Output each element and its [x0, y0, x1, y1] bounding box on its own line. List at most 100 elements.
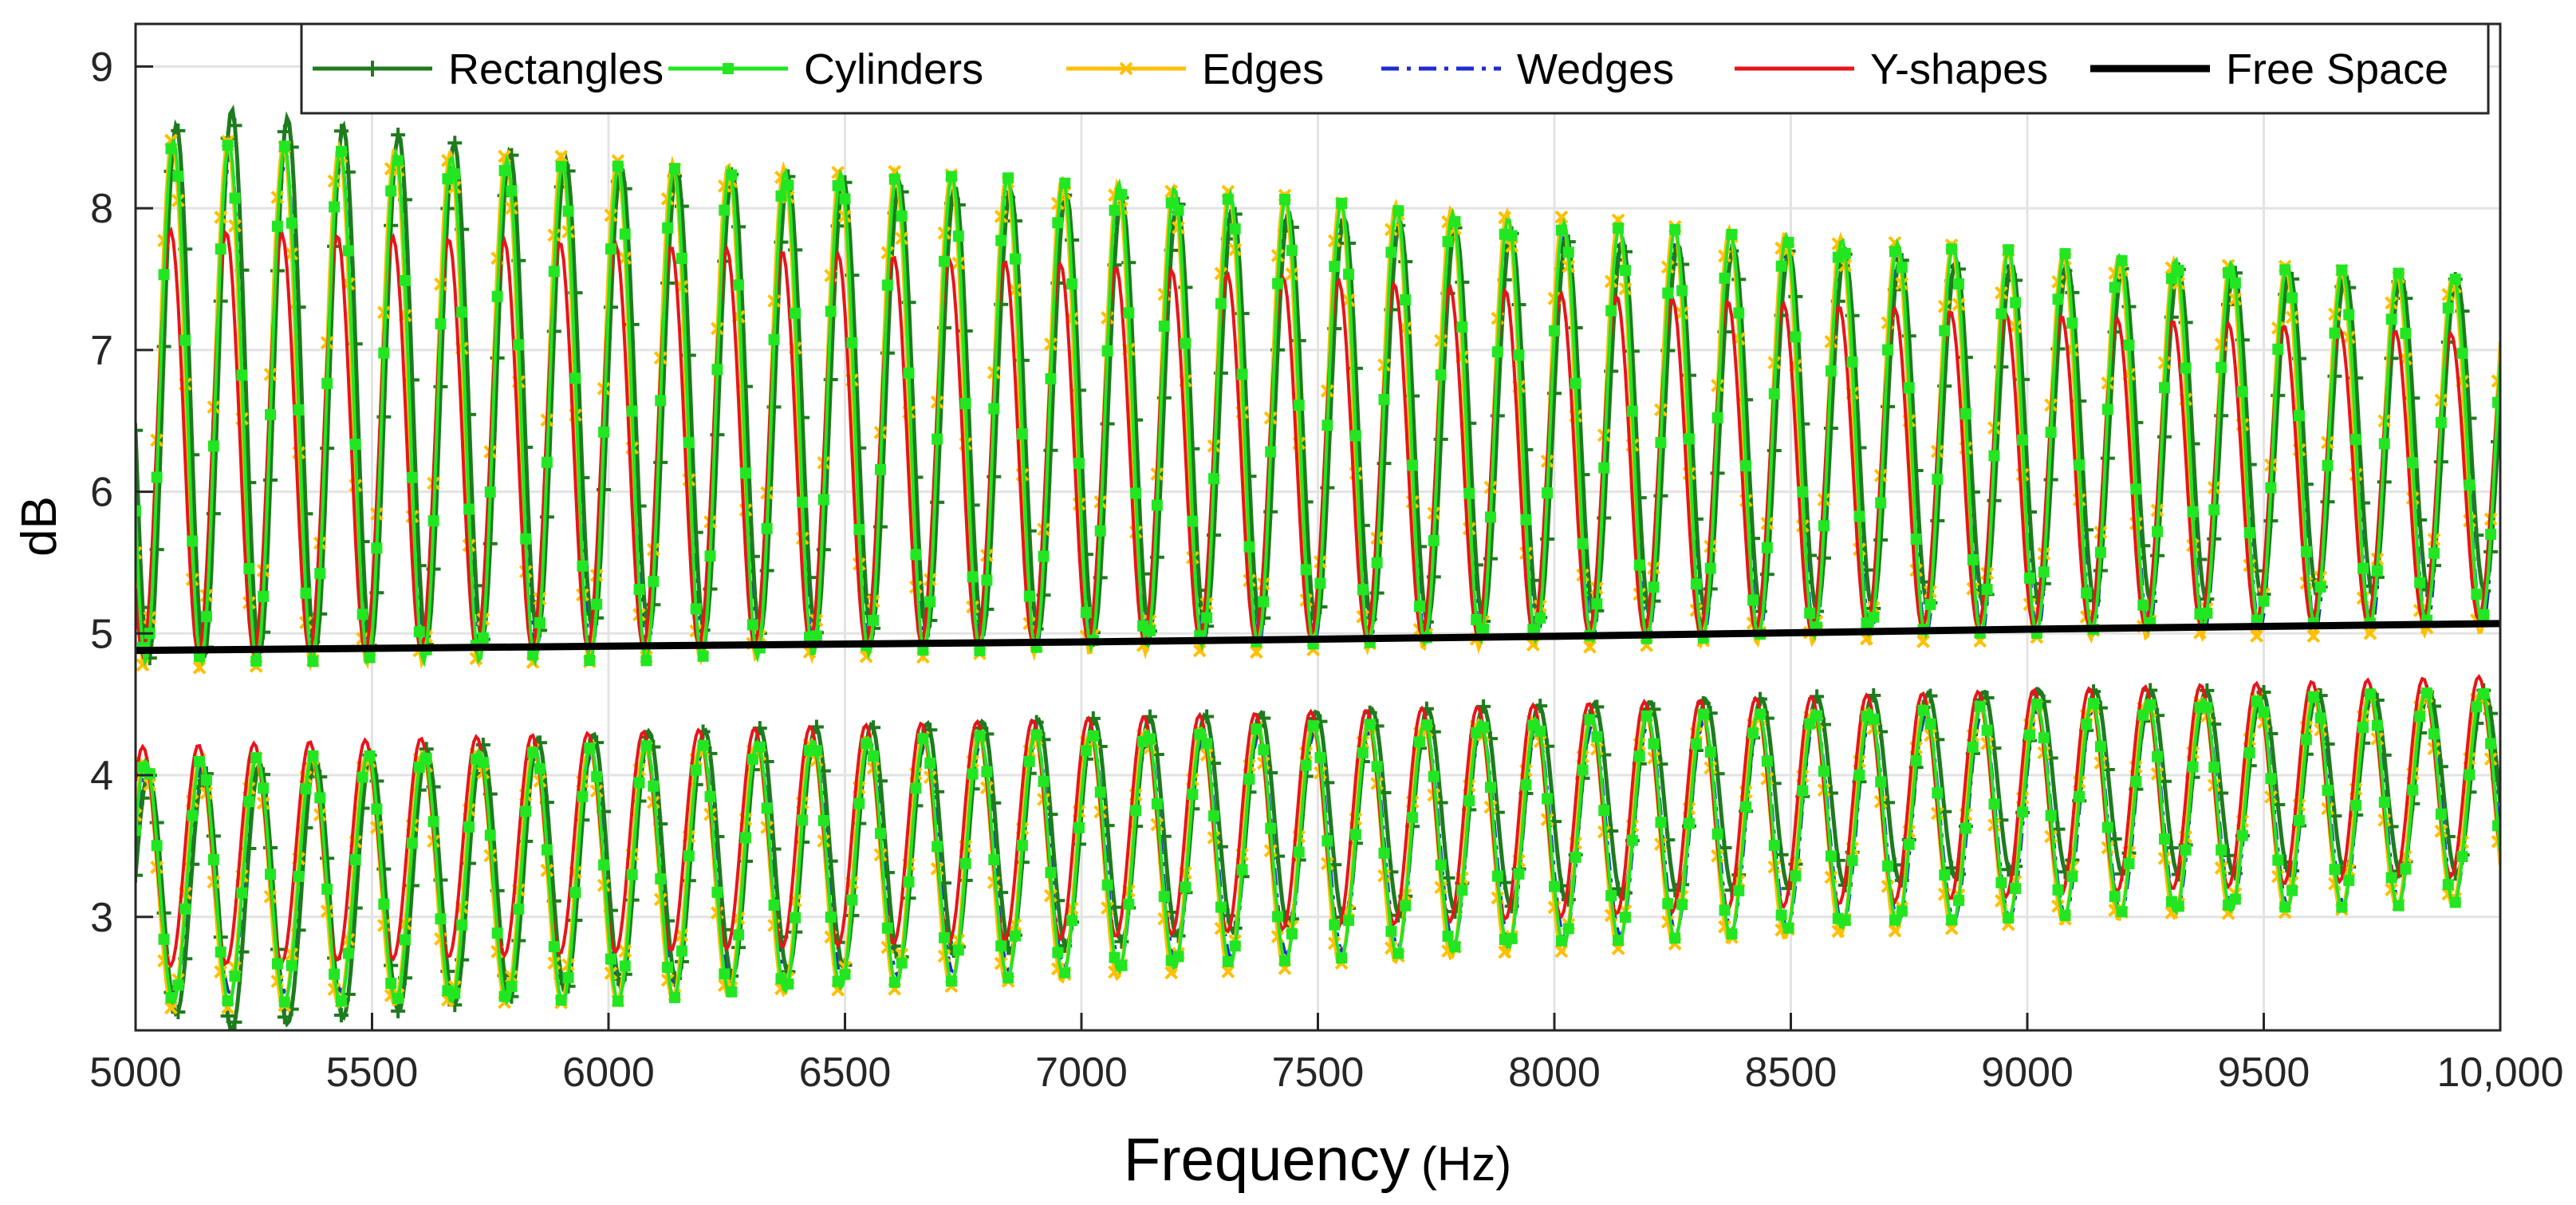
data-point-marker — [1916, 635, 1930, 648]
data-point-marker — [1747, 594, 1759, 606]
data-point-marker — [669, 163, 681, 175]
data-point-marker — [420, 752, 432, 764]
data-point-marker — [1172, 951, 1184, 963]
data-point-marker — [1471, 613, 1483, 625]
data-point-marker — [1243, 774, 1255, 786]
data-point-marker — [1258, 744, 1270, 756]
data-point-marker — [690, 764, 702, 776]
data-point-marker — [1349, 829, 1361, 841]
data-point-marker — [1825, 365, 1837, 377]
data-point-marker — [1194, 728, 1206, 740]
data-point-marker — [2010, 297, 2022, 309]
data-point-marker — [1740, 801, 1752, 813]
data-point-marker — [271, 220, 283, 232]
data-point-marker — [719, 204, 731, 216]
data-point-marker — [1591, 730, 1603, 742]
data-point-marker — [1868, 713, 1880, 725]
data-point-marker — [2456, 851, 2468, 863]
legend-entry-free-space: Free Space — [2090, 45, 2448, 93]
data-point-marker — [739, 467, 751, 479]
data-point-marker — [945, 975, 957, 987]
data-point-marker — [413, 626, 425, 638]
legend-label: Cylinders — [804, 45, 983, 93]
data-point-marker — [577, 790, 589, 802]
data-point-marker — [2081, 719, 2093, 730]
data-point-marker — [1974, 700, 1986, 712]
y-tick-label: 5 — [90, 611, 113, 657]
data-point-marker — [378, 898, 390, 910]
data-point-marker — [2221, 848, 2236, 863]
data-point-marker — [2045, 809, 2057, 821]
data-point-marker — [974, 730, 986, 742]
data-point-marker — [364, 652, 376, 664]
data-point-marker — [853, 524, 865, 536]
data-point-marker — [2385, 872, 2397, 884]
data-point-marker — [2265, 773, 2277, 785]
data-point-marker — [754, 741, 766, 753]
data-point-marker — [1761, 541, 1773, 553]
data-point-marker — [1648, 738, 1660, 750]
data-point-marker — [265, 408, 277, 420]
data-point-marker — [1960, 408, 1971, 419]
data-point-marker — [1889, 246, 1900, 258]
data-point-marker — [2023, 729, 2035, 741]
data-point-marker — [1349, 430, 1361, 442]
data-point-marker — [2017, 806, 2029, 818]
data-point-marker — [1378, 847, 1390, 859]
data-point-marker — [846, 894, 858, 906]
data-point-marker — [2094, 741, 2106, 753]
data-point-marker — [520, 805, 532, 817]
data-point-marker — [1343, 268, 1355, 280]
data-point-marker — [846, 337, 858, 349]
data-point-marker — [2492, 820, 2500, 832]
data-point-marker — [2003, 912, 2015, 924]
data-point-marker — [888, 173, 900, 185]
data-point-marker — [1747, 727, 1759, 739]
data-point-marker — [2449, 896, 2461, 908]
data-point-marker — [2421, 687, 2433, 699]
data-point-marker — [2251, 695, 2263, 707]
data-point-marker — [435, 913, 447, 925]
y-axis-title: dB — [12, 496, 67, 557]
data-point-marker — [817, 814, 829, 826]
data-point-marker — [874, 463, 886, 475]
data-point-marker — [1910, 534, 1922, 545]
data-point-marker — [1506, 932, 1518, 944]
data-point-marker — [719, 968, 731, 980]
data-point-marker — [2442, 302, 2454, 314]
data-point-marker — [2357, 722, 2369, 734]
data-point-marker — [136, 868, 143, 883]
data-point-marker — [1704, 746, 1716, 758]
data-point-marker — [158, 933, 170, 945]
data-point-marker — [1648, 581, 1660, 593]
data-point-marker — [2393, 267, 2405, 279]
data-point-marker — [2336, 264, 2348, 276]
data-point-marker — [1790, 331, 1802, 343]
legend-label: Rectangles — [448, 45, 664, 93]
data-point-marker — [463, 821, 475, 833]
data-point-marker — [2464, 769, 2476, 781]
data-point-marker — [1995, 308, 2007, 320]
data-point-marker — [2243, 746, 2255, 758]
data-point-marker — [2428, 547, 2440, 559]
data-point-marker — [726, 986, 738, 998]
data-point-marker — [1293, 400, 1305, 412]
data-point-marker — [1939, 325, 1951, 337]
data-point-marker — [2236, 829, 2248, 841]
data-point-marker — [577, 560, 589, 572]
data-point-marker — [456, 919, 468, 931]
data-point-marker — [1066, 915, 1078, 927]
data-point-marker — [1542, 487, 1554, 499]
data-point-marker — [277, 124, 292, 140]
data-point-marker — [498, 164, 510, 176]
data-point-marker — [2407, 457, 2419, 469]
data-point-marker — [1641, 710, 1652, 722]
data-point-marker — [1073, 458, 1085, 470]
data-point-marker — [2045, 427, 2057, 439]
data-point-marker — [2485, 738, 2497, 750]
data-point-marker — [1549, 880, 1560, 892]
data-point-marker — [2074, 790, 2086, 802]
data-point-marker — [1946, 914, 1958, 926]
data-point-marker — [2428, 728, 2440, 740]
